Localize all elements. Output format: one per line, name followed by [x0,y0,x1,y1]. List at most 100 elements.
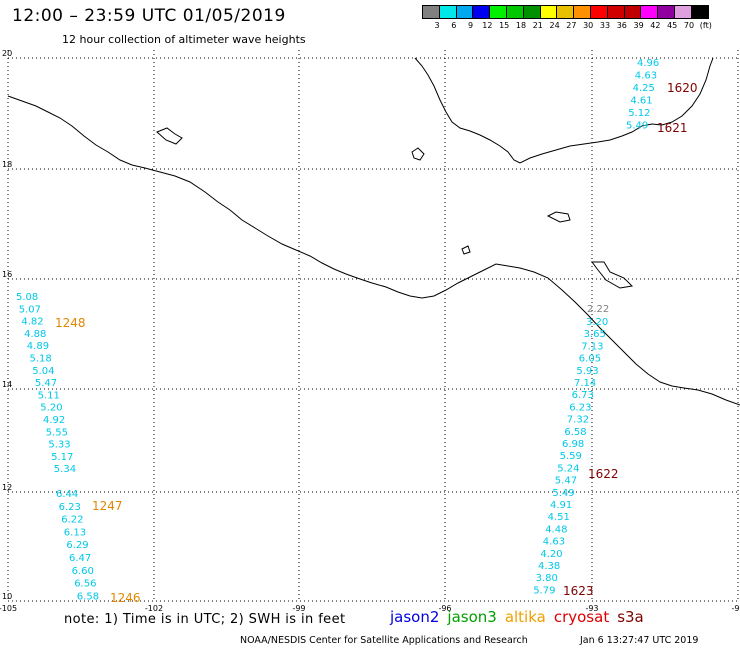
pass-number-label: 1623 [563,584,594,598]
page-title: 12:00 – 23:59 UTC 01/05/2019 [12,6,286,26]
wave-height-value: 5.17 [51,452,73,463]
satellite-legend-item: cryosat [553,608,610,626]
units-note: note: 1) Time is in UTC; 2) SWH is in fe… [64,612,346,627]
wave-height-value: 4.48 [545,524,567,535]
latitude-label: 18 [2,160,12,169]
latitude-label: 16 [2,270,12,279]
wave-height-value: 6.22 [61,515,83,526]
wave-height-value: 4.92 [43,415,65,426]
color-scale-label: 15 [499,21,510,30]
satellite-legend: jason2 jason3 altika cryosat s3a [390,608,652,626]
wave-height-value: 6.60 [72,566,94,577]
color-scale-label: 70 [683,21,695,30]
wave-height-value: 5.93 [576,366,598,377]
coastline [7,57,740,406]
color-scale-label: 33 [599,21,611,30]
wave-height-value: 4.61 [630,96,652,107]
color-scale-label: 24 [549,21,560,30]
wave-height-value: 5.04 [32,366,54,377]
satellite-legend-item: jason3 [447,608,497,626]
wave-height-value: 5.49 [552,488,574,499]
wave-height-value: 4.20 [540,549,562,560]
longitude-label: -96 [438,604,451,613]
credit-line: NOAA/NESDIS Center for Satellite Applica… [240,635,528,646]
wave-height-value: 5.34 [54,464,76,475]
page-subtitle: 12 hour collection of altimeter wave hei… [62,33,306,46]
wave-height-value: 4.51 [548,512,570,523]
wave-height-value: 3.80 [536,573,558,584]
wave-height-value: 3.20 [586,317,608,328]
wave-height-value: 4.25 [633,83,655,94]
island-5 [591,261,634,289]
satellite-legend-item: altika [504,608,546,626]
color-scale-label: 27 [566,21,577,30]
color-scale-label: 30 [583,21,594,30]
color-scale-label: 3 [434,21,440,30]
pass-number-label: 1246 [110,591,141,605]
wave-height-value: 6.98 [562,439,584,450]
wave-height-value: 7.32 [567,415,589,426]
pass-number-label: 1248 [55,316,86,330]
wave-height-value: 4.38 [538,561,560,572]
longitude-label: -105 [0,604,17,613]
wave-height-value: 4.82 [21,317,43,328]
color-scale-bar [422,5,709,19]
pass-number-label: 1621 [657,121,688,135]
wave-height-value: 6.13 [64,527,86,538]
gulf-of-mexico-coastline [414,57,714,164]
color-scale-label: 36 [616,21,627,30]
wave-height-value: 6.58 [564,427,586,438]
longitude-label: -102 [145,604,163,613]
wave-height-value: 7.13 [581,341,603,352]
wave-height-value: 4.63 [543,537,565,548]
wave-height-value: 6.44 [56,489,78,500]
mexico-pacific-coastline [7,95,740,406]
color-scale-label: 21 [532,21,543,30]
wave-height-value: 6.56 [74,579,96,590]
wave-height-value: 6.23 [569,402,591,413]
wave-height-value: 5.47 [35,378,57,389]
wave-height-value: 6.58 [77,591,99,602]
color-scale-label: 45 [667,21,678,30]
wave-height-value: 6.29 [66,540,88,551]
wave-height-value: 4.89 [27,341,49,352]
generated-timestamp: Jan 6 13:27:47 UTC 2019 [580,635,699,646]
longitude-label: -90 [731,604,740,613]
color-scale-label: 9 [468,21,474,30]
wave-height-value: 5.07 [19,304,41,315]
wave-height-value: 3.65 [584,329,606,340]
latitude-label: 10 [2,592,12,601]
satellite-legend-item: jason2 [390,608,440,626]
wave-height-value: 5.59 [560,451,582,462]
wave-height-value: 6.73 [572,390,594,401]
wave-height-value: 2.22 [587,304,609,315]
color-scale-label: (ft) [699,21,712,30]
wave-height-value: 5.18 [30,354,52,365]
satellite-legend-item: s3a [617,608,644,626]
wave-height-value: 6.47 [69,553,91,564]
lat-lon-grid: -105 -102 -99 -96 -93 -90 20 18 16 14 12 10 [0,49,740,613]
wave-height-value: 6.05 [579,354,601,365]
island-3 [546,211,571,223]
pass-number-label: 1620 [667,81,698,95]
wave-height-value: 7.14 [574,378,596,389]
wave-height-value: 5.08 [16,292,38,303]
wave-height-value: 6.23 [59,502,81,513]
longitude-label: -93 [585,604,598,613]
wave-height-value: 5.24 [557,463,579,474]
wave-height-value: 4.96 [637,58,659,69]
color-scale-label: 39 [633,21,644,30]
color-scale-label: 12 [482,21,493,30]
wave-height-value: 4.88 [24,329,46,340]
pass-number-label: 1247 [92,499,123,513]
color-scale-label: 6 [451,21,457,30]
pass-number-label: 1622 [588,467,619,481]
wave-height-value: 4.91 [550,500,572,511]
color-scale-swatch [690,5,709,19]
wave-height-value: 5.11 [38,390,60,401]
wave-height-value: 5.79 [533,585,555,596]
wave-height-value: 4.63 [635,71,657,82]
latitude-label: 14 [2,380,12,389]
latitude-label: 12 [2,483,12,492]
